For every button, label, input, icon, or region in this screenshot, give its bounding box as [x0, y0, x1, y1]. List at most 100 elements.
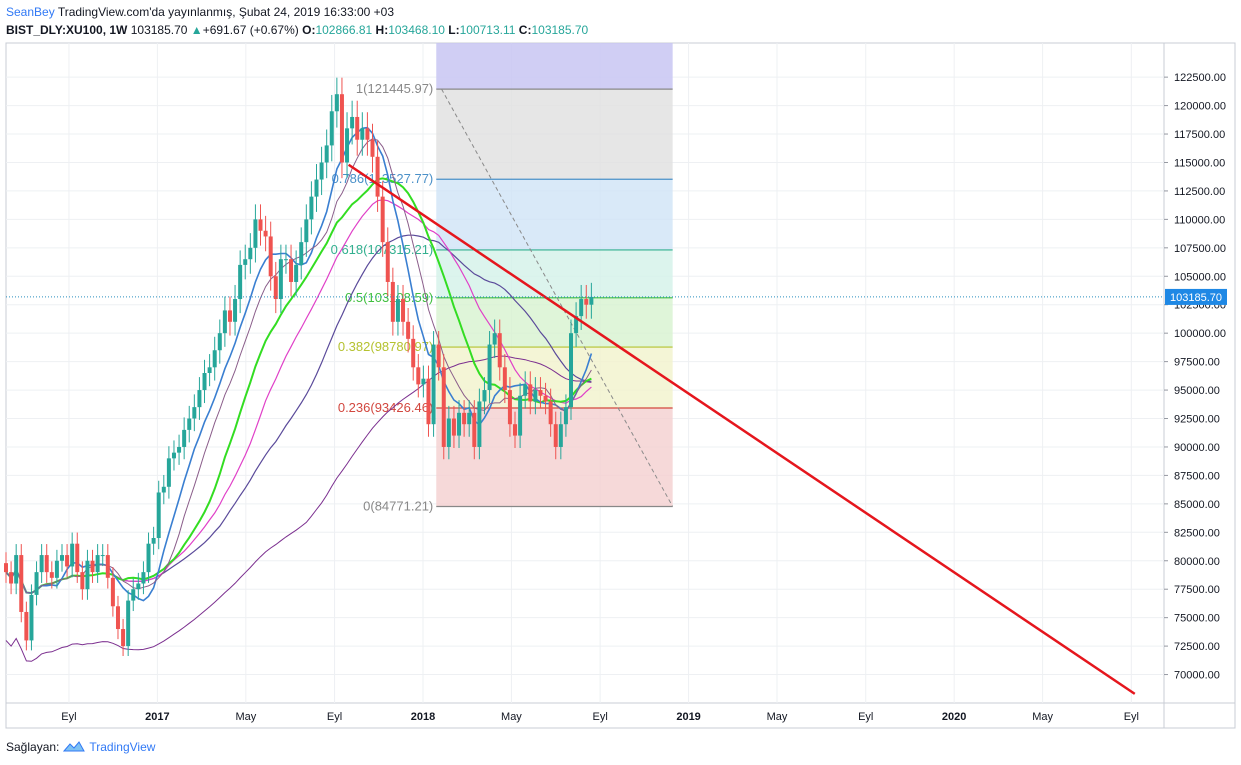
candle-body: [574, 316, 579, 334]
fib-zone: [436, 249, 673, 298]
red-trendline: [347, 163, 1136, 695]
open-value: 102866.81: [315, 23, 373, 37]
candle-body: [543, 395, 548, 402]
candle-body: [319, 162, 324, 180]
candle-body: [472, 412, 477, 447]
candle-body: [75, 543, 80, 573]
candle-body: [497, 333, 502, 368]
fib-level-label: 0.5(103108.59): [345, 290, 433, 305]
candle-body: [329, 111, 334, 146]
candle-body: [115, 606, 120, 630]
current-price-badge: [1165, 288, 1227, 305]
candle-body: [426, 378, 431, 425]
candle-body: [197, 390, 202, 408]
candle-body: [523, 384, 528, 396]
candle-body: [436, 344, 441, 368]
candle-body: [192, 407, 197, 419]
candle-body: [421, 378, 426, 385]
candle-body: [85, 560, 90, 590]
candle-body: [309, 196, 314, 220]
tradingview-brand-link[interactable]: TradingView: [89, 740, 156, 754]
candle-body: [95, 555, 100, 573]
publish-info: SeanBey TradingView.com'da yayınlanmış, …: [6, 5, 394, 19]
candle-body: [171, 452, 176, 459]
publish-text: TradingView.com'da yayınlanmış, Şubat 24…: [57, 5, 395, 19]
candle-body: [54, 560, 59, 578]
candle-body: [258, 219, 263, 231]
candle-body: [401, 299, 406, 322]
candle-body: [65, 555, 70, 567]
candle-body: [395, 299, 400, 322]
y-tick-label: 70000.00: [1174, 670, 1220, 682]
fib-level-label: 0(84771.21): [363, 498, 433, 513]
low-value: 100713.11: [459, 23, 516, 37]
ma-line: [5, 126, 593, 602]
y-tick-label: 90000.00: [1174, 442, 1220, 454]
candle-body: [477, 401, 482, 447]
candle-body: [513, 424, 518, 436]
candle-body: [528, 384, 533, 402]
y-tick-label: 120000.00: [1174, 101, 1226, 113]
candle-body: [289, 259, 294, 282]
candle-body: [390, 281, 395, 322]
x-tick-label: 2020: [942, 711, 966, 723]
candle-body: [441, 367, 446, 447]
candle-body: [187, 418, 192, 430]
candle-body: [110, 577, 115, 607]
candle-body: [385, 242, 390, 282]
y-tick-label: 77500.00: [1174, 584, 1220, 596]
candle-body: [538, 390, 543, 396]
candle-body: [416, 367, 421, 385]
fib-level-label: 1(121445.97): [356, 81, 433, 96]
author-link[interactable]: SeanBey: [6, 5, 55, 19]
fib-zone: [436, 43, 673, 90]
candle-body: [222, 310, 227, 334]
candle-body: [283, 259, 288, 261]
candle-body: [324, 145, 329, 163]
candle-body: [70, 543, 75, 567]
candle-body: [467, 412, 472, 425]
candle-body: [553, 424, 558, 447]
candle-body: [457, 412, 462, 436]
fib-level-label: 0.236(93426.46): [338, 400, 433, 415]
y-tick-label: 112500.00: [1174, 186, 1225, 198]
candle-body: [492, 333, 497, 345]
price-change: +691.67 (+0.67%): [202, 23, 299, 37]
candle-body: [273, 276, 278, 300]
symbol-label[interactable]: BIST_DLY:XU100, 1W: [6, 23, 128, 37]
fib-zone: [436, 179, 673, 250]
ma-line: [5, 355, 592, 662]
y-tick-label: 75000.00: [1174, 613, 1220, 625]
open-label: O:: [302, 23, 316, 37]
candle-body: [136, 583, 141, 590]
candle-body: [431, 344, 436, 425]
candle-body: [243, 259, 248, 265]
y-tick-label: 107500.00: [1174, 243, 1226, 255]
candle-body: [253, 219, 258, 248]
current-price-label: 103185.70: [1170, 292, 1222, 304]
candle-body: [212, 350, 217, 368]
candle-body: [131, 589, 136, 601]
candle-body: [44, 555, 49, 573]
candle-body: [141, 572, 146, 584]
candle-body: [248, 247, 253, 260]
candle-body: [59, 555, 64, 561]
candle-body: [345, 128, 350, 163]
candle-body: [182, 429, 187, 447]
x-tick-label: Eyl: [592, 711, 607, 723]
candle-body: [411, 338, 416, 368]
x-tick-label: 2017: [145, 711, 169, 723]
candle-body: [380, 196, 385, 243]
candle-body: [355, 116, 360, 140]
last-price: 103185.70: [130, 23, 188, 37]
candle-body: [406, 321, 411, 339]
tradingview-logo-icon: [63, 741, 86, 752]
candle-body: [126, 600, 131, 647]
candle-body: [563, 407, 568, 425]
candle-body: [233, 299, 238, 322]
candle-body: [360, 128, 365, 140]
x-tick-label: May: [501, 711, 522, 723]
candle-body: [238, 264, 243, 300]
candle-body: [166, 458, 171, 487]
